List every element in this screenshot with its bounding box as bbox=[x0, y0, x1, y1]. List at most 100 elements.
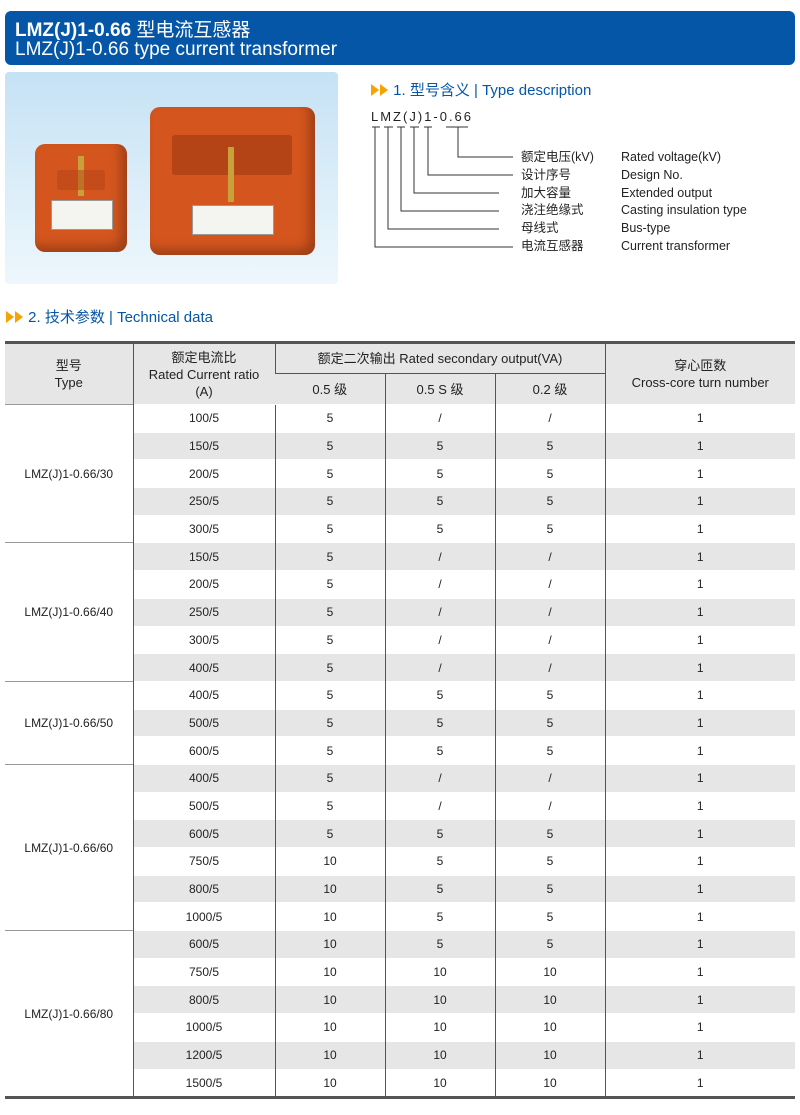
turns-cell: 1 bbox=[604, 431, 795, 460]
class-0.5-cell: 5 bbox=[274, 459, 385, 488]
class-0.5s-cell: 10 bbox=[384, 957, 495, 986]
turns-cell: 1 bbox=[604, 902, 795, 931]
ratio-cell: 750/5 bbox=[132, 957, 275, 986]
turns-cell: 1 bbox=[604, 570, 795, 599]
class-0.2-cell: / bbox=[494, 542, 605, 571]
ratio-cell: 1500/5 bbox=[132, 1068, 275, 1098]
table-row: 1000/5 10 5 5 1 bbox=[5, 902, 795, 931]
class-0.2-cell: / bbox=[494, 625, 605, 654]
turns-cell: 1 bbox=[604, 819, 795, 848]
class-0.2-cell: 10 bbox=[494, 1068, 605, 1098]
table-row: 250/5 5//1 bbox=[5, 597, 795, 626]
turns-cell: 1 bbox=[604, 597, 795, 626]
desc-item-en: Extended output bbox=[621, 185, 713, 200]
turns-cell: 1 bbox=[604, 874, 795, 903]
turns-cell: 1 bbox=[604, 542, 795, 571]
section-technical-data: 2. 技术参数 | Technical data bbox=[6, 306, 213, 327]
turns-cell: 1 bbox=[604, 653, 795, 682]
desc-item-cn: 电流互感器 bbox=[521, 238, 584, 253]
table-row: LMZ(J)1-0.66/40 150/5 5//1 bbox=[5, 542, 795, 682]
table-row: LMZ(J)1-0.66/30 100/5 5//1 bbox=[5, 403, 795, 543]
ratio-cell: 600/5 bbox=[132, 736, 275, 765]
class-0.5s-cell: 10 bbox=[384, 985, 495, 1014]
ratio-cell: 400/5 bbox=[132, 763, 275, 793]
class-0.5-cell: 5 bbox=[274, 680, 385, 710]
header-ratio: 额定电流比 Rated Current ratio (A) bbox=[132, 342, 275, 405]
small-transformer bbox=[35, 144, 127, 252]
section-type-description: 1. 型号含义 | Type description bbox=[371, 79, 591, 100]
ratio-cell: 200/5 bbox=[132, 570, 275, 599]
desc-item-en: Current transformer bbox=[621, 238, 731, 253]
type-description-cn: 额定电压(kV) 设计序号 加大容量 浇注绝缘式 母线式 电流互感器 bbox=[521, 149, 594, 256]
class-0.5-cell: 10 bbox=[274, 1068, 385, 1098]
table-row: 1000/5 10 10 10 1 bbox=[5, 1013, 795, 1042]
page-title: LMZ(J)1-0.66 型电流互感器 bbox=[15, 15, 250, 42]
class-0.5-cell: 10 bbox=[274, 902, 385, 931]
class-0.5s-cell: / bbox=[384, 653, 495, 682]
turns-cell: 1 bbox=[604, 763, 795, 793]
turns-cell: 1 bbox=[604, 736, 795, 765]
ratio-cell: 250/5 bbox=[132, 487, 275, 516]
turns-cell: 1 bbox=[604, 1040, 795, 1069]
table-row: 400/5 5//1 bbox=[5, 653, 795, 682]
desc-item-en: Rated voltage(kV) bbox=[621, 150, 722, 164]
class-0.5-cell: 10 bbox=[274, 985, 385, 1014]
class-0.5s-cell: 10 bbox=[384, 1040, 495, 1069]
class-0.5s-cell: 5 bbox=[384, 902, 495, 931]
table-row: 600/5 5 5 5 1 bbox=[5, 736, 795, 765]
turns-cell: 1 bbox=[604, 404, 795, 433]
header-class-0.2: 0.2 级 bbox=[494, 373, 605, 405]
class-0.2-cell: 5 bbox=[494, 930, 605, 959]
model-code: LMZ(J)1-0.66 bbox=[371, 109, 474, 124]
title-model: LMZ(J)1-0.66 bbox=[15, 20, 132, 41]
table-row: LMZ(J)1-0.66/60 400/5 5//1 bbox=[5, 763, 795, 931]
class-0.2-cell: 5 bbox=[494, 819, 605, 848]
arrow-icon bbox=[6, 311, 14, 323]
arrow-icon bbox=[380, 84, 388, 96]
turns-cell: 1 bbox=[604, 985, 795, 1014]
class-0.5-cell: 5 bbox=[274, 653, 385, 682]
product-photo bbox=[5, 72, 338, 284]
class-0.5s-cell: / bbox=[384, 542, 495, 571]
class-0.2-cell: / bbox=[494, 404, 605, 433]
table-row: 750/5 10 5 5 1 bbox=[5, 847, 795, 876]
turns-cell: 1 bbox=[604, 514, 795, 543]
class-0.5-cell: 10 bbox=[274, 847, 385, 876]
class-0.2-cell: 5 bbox=[494, 431, 605, 460]
class-0.2-cell: 5 bbox=[494, 902, 605, 931]
class-0.2-cell: 5 bbox=[494, 514, 605, 543]
header-output: 额定二次输出 Rated secondary output(VA) bbox=[274, 342, 605, 374]
class-0.2-cell: 5 bbox=[494, 847, 605, 876]
class-0.2-cell: 10 bbox=[494, 985, 605, 1014]
class-0.5s-cell: / bbox=[384, 791, 495, 820]
class-0.2-cell: / bbox=[494, 791, 605, 820]
turns-cell: 1 bbox=[604, 957, 795, 986]
class-0.5s-cell: 5 bbox=[384, 930, 495, 959]
desc-item-cn: 浇注绝缘式 bbox=[521, 203, 584, 218]
section-title: 1. 型号含义 | Type description bbox=[393, 82, 592, 99]
turns-cell: 1 bbox=[604, 459, 795, 488]
class-0.2-cell: / bbox=[494, 763, 605, 793]
desc-item-cn: 额定电压(kV) bbox=[521, 150, 594, 164]
table-row: 1200/5 10 10 10 1 bbox=[5, 1040, 795, 1069]
class-0.5-cell: 10 bbox=[274, 874, 385, 903]
type-cell: LMZ(J)1-0.66/50 bbox=[5, 680, 133, 765]
class-0.5s-cell: / bbox=[384, 570, 495, 599]
class-0.5-cell: 5 bbox=[274, 763, 385, 793]
turns-cell: 1 bbox=[604, 708, 795, 737]
class-0.5s-cell: 5 bbox=[384, 459, 495, 488]
table-row: 800/5 10 5 5 1 bbox=[5, 874, 795, 903]
desc-item-en: Bus-type bbox=[621, 221, 671, 236]
class-0.5-cell: 10 bbox=[274, 1013, 385, 1042]
class-0.5-cell: 5 bbox=[274, 597, 385, 626]
class-0.5-cell: 10 bbox=[274, 1040, 385, 1069]
class-0.2-cell: 5 bbox=[494, 708, 605, 737]
ratio-cell: 1000/5 bbox=[132, 1013, 275, 1042]
ratio-cell: 100/5 bbox=[132, 404, 275, 433]
ratio-cell: 150/5 bbox=[132, 542, 275, 571]
section-title: 2. 技术参数 | Technical data bbox=[28, 309, 213, 326]
table-row: 600/5 5 5 5 1 bbox=[5, 819, 795, 848]
class-0.5s-cell: / bbox=[384, 404, 495, 433]
table-row: LMZ(J)1-0.66/80 600/5 10 5 5 1 bbox=[5, 930, 795, 1098]
class-0.5s-cell: 10 bbox=[384, 1068, 495, 1098]
